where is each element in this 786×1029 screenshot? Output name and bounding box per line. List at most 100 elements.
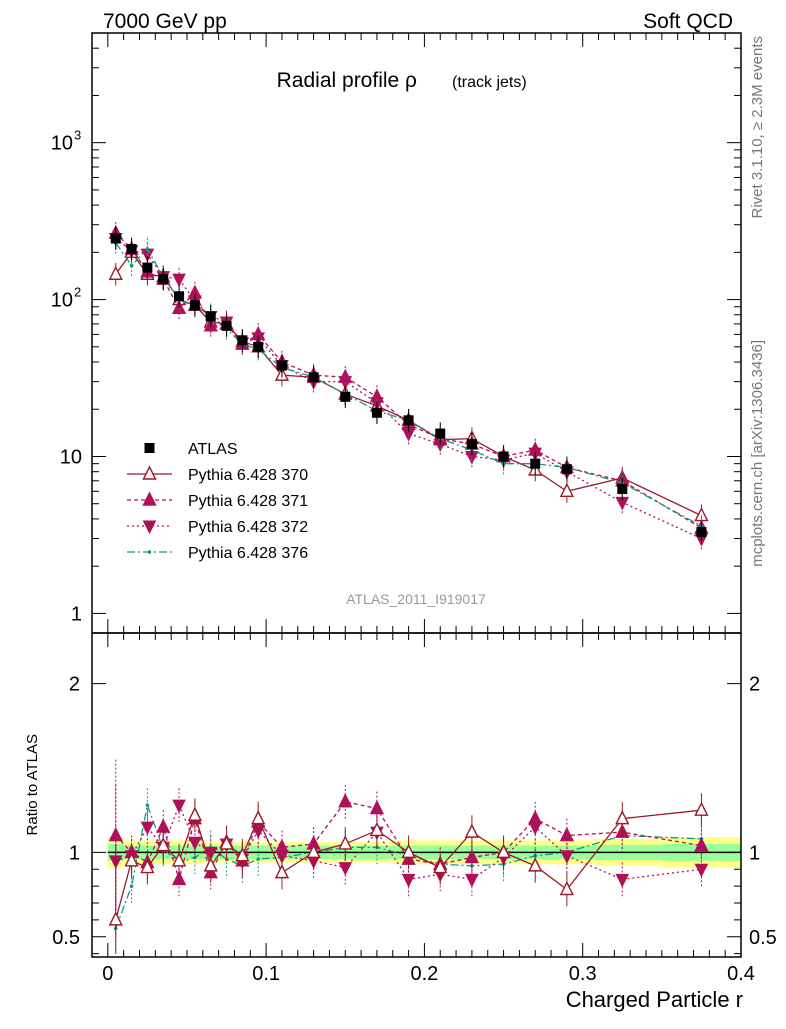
ratio-point xyxy=(369,821,385,837)
ratio-point xyxy=(338,862,353,876)
mcplots-label: mcplots.cern.ch [arXiv:1306.3436] xyxy=(749,340,766,567)
ratio-point xyxy=(615,873,630,888)
ratio-point xyxy=(171,852,187,867)
x-axis-label: Charged Particle r xyxy=(566,987,743,1012)
data-point xyxy=(435,428,446,439)
ratio-point xyxy=(187,806,203,821)
legend-label: Pythia 6.428 370 xyxy=(188,467,308,484)
data-point xyxy=(530,458,541,469)
ratio-line xyxy=(115,802,702,929)
ratio-point xyxy=(256,857,261,861)
data-point xyxy=(338,376,353,390)
ratio-point xyxy=(306,843,321,859)
series-pythia-6-428-376 xyxy=(113,231,704,538)
legend-item: Pythia 6.428 372 xyxy=(127,519,308,536)
ratio-y-tick-label-right: 2 xyxy=(749,674,760,696)
data-point xyxy=(253,341,264,352)
ratio-point xyxy=(694,837,709,852)
legend-marker xyxy=(142,465,157,480)
data-point xyxy=(145,247,150,251)
ratio-point xyxy=(433,858,448,874)
data-point xyxy=(276,360,287,371)
ratio-point xyxy=(528,810,543,825)
ratio-panel: 0.5 0.5 1 1 2 2 0 0.1 0.2 0.3 0.4 Ratio to ATLAS C… xyxy=(24,632,777,1012)
data-point xyxy=(108,265,123,280)
legend-marker xyxy=(142,491,157,506)
ratio-point xyxy=(172,799,186,814)
ratio-y-tick-label: 2 xyxy=(69,674,80,696)
ratio-point xyxy=(465,873,479,888)
ratio-point xyxy=(145,803,150,807)
main-title-sub: (track jets) xyxy=(452,74,527,91)
main-title: Radial profile ρ xyxy=(277,69,417,92)
ratio-point xyxy=(188,836,202,851)
ratio-point xyxy=(369,799,385,815)
ratio-ylabel: Ratio to ATLAS xyxy=(24,734,41,835)
ratio-point xyxy=(108,911,123,926)
ratio-point xyxy=(401,873,416,888)
ratio-frame xyxy=(91,632,742,958)
data-point xyxy=(559,482,575,497)
legend-item: Pythia 6.428 376 xyxy=(127,545,308,562)
y-tick-label: 10 xyxy=(51,290,73,312)
ratio-point xyxy=(401,843,416,859)
x-tick-label: 0 xyxy=(102,963,113,985)
legend-label: Pythia 6.428 372 xyxy=(188,519,308,536)
header-left-text: 7000 GeV pp xyxy=(103,10,227,33)
data-point xyxy=(142,262,153,273)
ratio-point xyxy=(108,826,123,842)
ratio-line xyxy=(115,803,702,881)
ratio-point xyxy=(694,801,709,816)
ratio-point xyxy=(124,852,139,867)
x-tick-label: 0.4 xyxy=(727,963,755,985)
series-line xyxy=(115,232,702,529)
y-tick-label-exp: 3 xyxy=(74,128,81,143)
ratio-y-tick-label: 0.5 xyxy=(52,927,80,949)
ratio-point xyxy=(274,864,290,879)
ratio-point xyxy=(528,857,543,872)
y-tick-label: 1 xyxy=(71,603,82,625)
data-point xyxy=(205,311,216,322)
ratio-point xyxy=(140,858,155,874)
ratio-point xyxy=(338,793,353,808)
data-point xyxy=(129,263,134,268)
data-point xyxy=(561,464,572,475)
data-point xyxy=(403,415,414,426)
data-point xyxy=(308,372,319,383)
data-point xyxy=(617,484,628,495)
data-point xyxy=(174,291,185,302)
data-point xyxy=(371,407,382,418)
data-point xyxy=(237,335,248,346)
legend-marker xyxy=(144,443,155,453)
data-point xyxy=(466,439,477,450)
legend-item: Pythia 6.428 370 xyxy=(127,465,308,484)
data-point xyxy=(221,320,232,331)
ratio-point xyxy=(559,826,575,842)
ratio-point xyxy=(694,863,709,878)
ratio-point xyxy=(251,810,266,825)
data-point xyxy=(498,451,509,462)
data-point xyxy=(158,274,169,285)
y-tick-label: 10 xyxy=(51,133,73,155)
ratio-point xyxy=(235,847,250,862)
x-tick-label: 0.1 xyxy=(252,963,280,985)
ratio-y-tick-label-right: 1 xyxy=(749,842,760,864)
series-line xyxy=(115,238,702,540)
ratio-point xyxy=(464,823,480,838)
y-tick-label-exp: 2 xyxy=(74,285,81,300)
data-point xyxy=(694,507,709,522)
data-point xyxy=(696,527,707,538)
ratio-point xyxy=(129,884,134,888)
ratio-point xyxy=(274,838,290,854)
ratio-point xyxy=(496,843,511,859)
legend-label: ATLAS xyxy=(188,441,238,458)
data-point xyxy=(172,273,186,288)
ratio-point xyxy=(140,821,155,836)
legend-marker xyxy=(142,520,157,535)
main-frame xyxy=(91,32,742,634)
ratio-point xyxy=(156,837,171,852)
x-tick-label: 0.2 xyxy=(411,963,439,985)
series-atlas xyxy=(110,227,707,544)
header-right-text: Soft QCD xyxy=(643,10,733,33)
